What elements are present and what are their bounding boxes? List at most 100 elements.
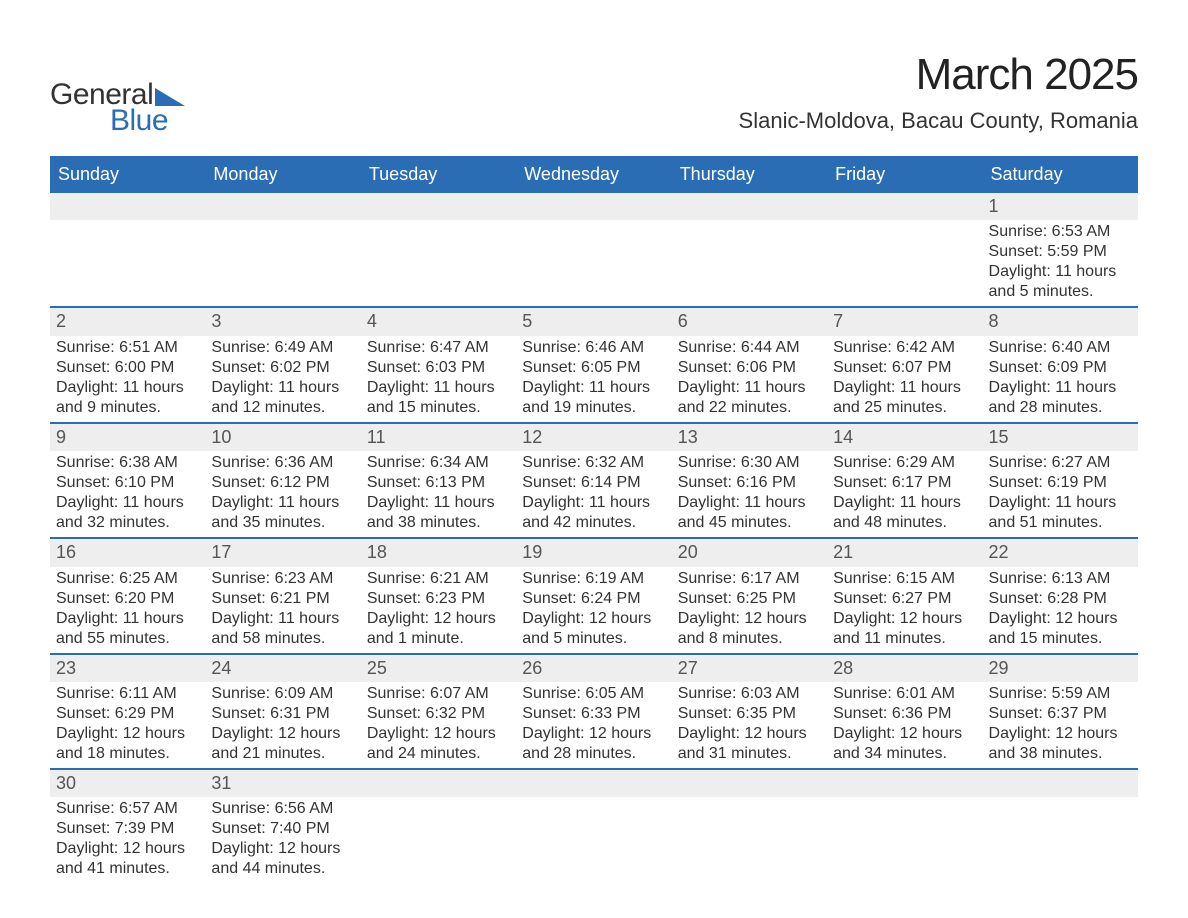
daylight-line1: Daylight: 11 hours bbox=[522, 493, 665, 513]
sunrise-text: Sunrise: 6:38 AM bbox=[56, 453, 199, 473]
daylight-line1: Daylight: 12 hours bbox=[989, 724, 1132, 744]
sunrise-text: Sunrise: 6:46 AM bbox=[522, 338, 665, 358]
day-number-cell: 5 bbox=[516, 307, 671, 335]
daylight-line2: and 25 minutes. bbox=[833, 398, 976, 418]
weekday-header: Thursday bbox=[672, 157, 827, 192]
sunset-text: Sunset: 6:33 PM bbox=[522, 704, 665, 724]
weekday-header: Tuesday bbox=[361, 157, 516, 192]
day-number-cell: 25 bbox=[361, 654, 516, 682]
daylight-line1: Daylight: 12 hours bbox=[989, 609, 1132, 629]
day-number-cell bbox=[672, 192, 827, 220]
day-number-cell: 4 bbox=[361, 307, 516, 335]
day-number: 10 bbox=[211, 427, 231, 447]
day-content-cell: Sunrise: 6:44 AMSunset: 6:06 PMDaylight:… bbox=[672, 336, 827, 423]
daylight-line1: Daylight: 11 hours bbox=[989, 493, 1132, 513]
day-content-cell: Sunrise: 6:19 AMSunset: 6:24 PMDaylight:… bbox=[516, 567, 671, 654]
day-number: 7 bbox=[833, 311, 843, 331]
sunset-text: Sunset: 6:00 PM bbox=[56, 358, 199, 378]
daylight-line2: and 24 minutes. bbox=[367, 744, 510, 764]
day-content-row: Sunrise: 6:11 AMSunset: 6:29 PMDaylight:… bbox=[50, 682, 1138, 769]
day-number-cell bbox=[361, 192, 516, 220]
sunrise-text: Sunrise: 6:13 AM bbox=[989, 569, 1132, 589]
sunrise-text: Sunrise: 6:32 AM bbox=[522, 453, 665, 473]
day-content-row: Sunrise: 6:53 AMSunset: 5:59 PMDaylight:… bbox=[50, 220, 1138, 307]
day-number: 11 bbox=[367, 427, 386, 447]
daylight-line1: Daylight: 12 hours bbox=[833, 724, 976, 744]
daylight-line1: Daylight: 12 hours bbox=[678, 609, 821, 629]
daylight-line2: and 15 minutes. bbox=[367, 398, 510, 418]
daylight-line2: and 15 minutes. bbox=[989, 629, 1132, 649]
day-number-cell bbox=[827, 192, 982, 220]
day-number: 30 bbox=[56, 773, 76, 793]
day-number: 2 bbox=[56, 311, 66, 331]
day-number: 14 bbox=[833, 427, 853, 447]
day-number-row: 1 bbox=[50, 192, 1138, 220]
sunrise-text: Sunrise: 6:57 AM bbox=[56, 799, 199, 819]
day-content-cell: Sunrise: 6:34 AMSunset: 6:13 PMDaylight:… bbox=[361, 451, 516, 538]
sunrise-text: Sunrise: 6:17 AM bbox=[678, 569, 821, 589]
daylight-line1: Daylight: 11 hours bbox=[522, 378, 665, 398]
day-content-cell: Sunrise: 6:47 AMSunset: 6:03 PMDaylight:… bbox=[361, 336, 516, 423]
sunset-text: Sunset: 6:17 PM bbox=[833, 473, 976, 493]
day-number: 26 bbox=[522, 658, 542, 678]
day-number-cell: 26 bbox=[516, 654, 671, 682]
day-content-cell bbox=[672, 220, 827, 307]
day-content-cell: Sunrise: 6:11 AMSunset: 6:29 PMDaylight:… bbox=[50, 682, 205, 769]
day-number-cell: 22 bbox=[983, 538, 1138, 566]
day-content-cell bbox=[361, 220, 516, 307]
day-content-cell: Sunrise: 6:03 AMSunset: 6:35 PMDaylight:… bbox=[672, 682, 827, 769]
day-number-cell bbox=[516, 192, 671, 220]
day-content-cell: Sunrise: 6:05 AMSunset: 6:33 PMDaylight:… bbox=[516, 682, 671, 769]
day-number: 20 bbox=[678, 542, 698, 562]
sunset-text: Sunset: 6:37 PM bbox=[989, 704, 1132, 724]
day-number: 28 bbox=[833, 658, 853, 678]
sunset-text: Sunset: 6:07 PM bbox=[833, 358, 976, 378]
daylight-line1: Daylight: 11 hours bbox=[56, 609, 199, 629]
brand-triangle-icon bbox=[155, 84, 185, 106]
day-content-cell: Sunrise: 6:46 AMSunset: 6:05 PMDaylight:… bbox=[516, 336, 671, 423]
day-number-cell bbox=[672, 769, 827, 797]
day-number: 12 bbox=[522, 427, 542, 447]
day-number-cell: 28 bbox=[827, 654, 982, 682]
weekday-header: Monday bbox=[205, 157, 360, 192]
day-content-cell: Sunrise: 6:36 AMSunset: 6:12 PMDaylight:… bbox=[205, 451, 360, 538]
sunrise-text: Sunrise: 6:40 AM bbox=[989, 338, 1132, 358]
brand-text-2: Blue bbox=[110, 104, 168, 138]
weekday-header: Saturday bbox=[983, 157, 1138, 192]
day-number-row: 2345678 bbox=[50, 307, 1138, 335]
sunset-text: Sunset: 6:16 PM bbox=[678, 473, 821, 493]
weekday-header-row: Sunday Monday Tuesday Wednesday Thursday… bbox=[50, 157, 1138, 192]
daylight-line2: and 19 minutes. bbox=[522, 398, 665, 418]
day-number-cell: 9 bbox=[50, 423, 205, 451]
day-number-cell: 24 bbox=[205, 654, 360, 682]
day-number: 31 bbox=[211, 773, 231, 793]
daylight-line1: Daylight: 11 hours bbox=[989, 262, 1132, 282]
day-number-cell: 3 bbox=[205, 307, 360, 335]
day-content-cell: Sunrise: 6:07 AMSunset: 6:32 PMDaylight:… bbox=[361, 682, 516, 769]
weekday-header: Friday bbox=[827, 157, 982, 192]
day-number: 15 bbox=[989, 427, 1009, 447]
day-content-row: Sunrise: 6:57 AMSunset: 7:39 PMDaylight:… bbox=[50, 797, 1138, 883]
day-number: 3 bbox=[211, 311, 221, 331]
daylight-line2: and 44 minutes. bbox=[211, 859, 354, 879]
sunrise-text: Sunrise: 6:42 AM bbox=[833, 338, 976, 358]
daylight-line1: Daylight: 11 hours bbox=[211, 609, 354, 629]
day-number-cell: 15 bbox=[983, 423, 1138, 451]
daylight-line2: and 21 minutes. bbox=[211, 744, 354, 764]
day-content-cell bbox=[50, 220, 205, 307]
day-number-cell: 23 bbox=[50, 654, 205, 682]
sunset-text: Sunset: 6:12 PM bbox=[211, 473, 354, 493]
day-number-cell: 17 bbox=[205, 538, 360, 566]
daylight-line1: Daylight: 12 hours bbox=[211, 724, 354, 744]
location-subtitle: Slanic-Moldova, Bacau County, Romania bbox=[739, 108, 1138, 134]
day-number-cell: 10 bbox=[205, 423, 360, 451]
daylight-line1: Daylight: 12 hours bbox=[367, 724, 510, 744]
day-content-cell bbox=[361, 797, 516, 883]
sunrise-text: Sunrise: 6:27 AM bbox=[989, 453, 1132, 473]
daylight-line2: and 12 minutes. bbox=[211, 398, 354, 418]
page-header: General Blue March 2025 Slanic-Moldova, … bbox=[50, 50, 1138, 138]
weekday-header: Wednesday bbox=[516, 157, 671, 192]
day-content-cell: Sunrise: 6:40 AMSunset: 6:09 PMDaylight:… bbox=[983, 336, 1138, 423]
sunrise-text: Sunrise: 6:47 AM bbox=[367, 338, 510, 358]
day-number: 24 bbox=[211, 658, 231, 678]
